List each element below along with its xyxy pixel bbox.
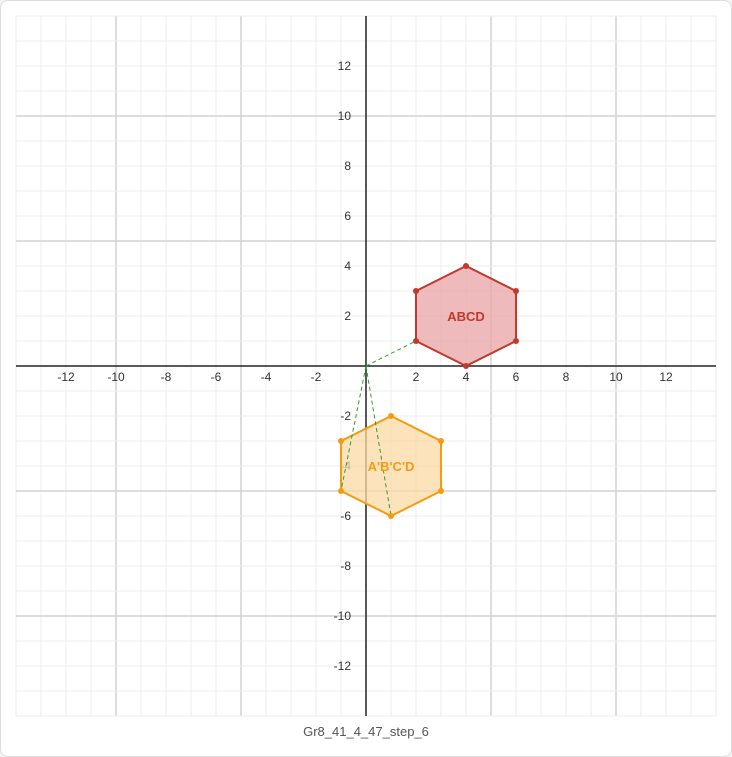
y-tick-label: -12 (334, 659, 352, 673)
rotation-guide-line (365, 365, 392, 517)
rotation-guide-line (340, 365, 367, 492)
vertex-point (388, 513, 394, 519)
y-tick-label: -2 (340, 409, 351, 423)
y-tick-label: -10 (334, 609, 352, 623)
vertex-point (413, 288, 419, 294)
x-tick-label: 10 (609, 370, 623, 384)
y-tick-label: -6 (340, 509, 351, 523)
vertex-point (463, 263, 469, 269)
x-tick-label: 6 (513, 370, 520, 384)
x-tick-label: -8 (161, 370, 172, 384)
y-tick-label: 2 (344, 309, 351, 323)
vertex-point (338, 438, 344, 444)
x-tick-label: -4 (261, 370, 272, 384)
y-tick-label: 12 (338, 59, 352, 73)
x-tick-label: -6 (211, 370, 222, 384)
vertex-point (338, 488, 344, 494)
y-tick-label: 8 (344, 159, 351, 173)
vertex-point (413, 338, 419, 344)
x-tick-label: 12 (659, 370, 673, 384)
vertex-point (438, 488, 444, 494)
rotation-guide-line (365, 340, 417, 367)
figure-caption: Gr8_41_4_47_step_6 (303, 724, 429, 739)
vertex-point (438, 438, 444, 444)
x-tick-label: 4 (463, 370, 470, 384)
y-tick-label: 10 (338, 109, 352, 123)
x-tick-label: -10 (107, 370, 125, 384)
y-tick-label: 4 (344, 259, 351, 273)
y-tick-label: 6 (344, 209, 351, 223)
x-tick-label: -12 (57, 370, 75, 384)
vertex-point (463, 363, 469, 369)
vertex-point (388, 413, 394, 419)
x-tick-label: 8 (563, 370, 570, 384)
vertex-point (513, 288, 519, 294)
x-tick-label: 2 (413, 370, 420, 384)
x-tick-label: -2 (311, 370, 322, 384)
y-tick-label: -8 (340, 559, 351, 573)
shape-label: ABCD (447, 309, 485, 324)
shape-label: A'B'C'D (368, 459, 415, 474)
vertex-point (513, 338, 519, 344)
